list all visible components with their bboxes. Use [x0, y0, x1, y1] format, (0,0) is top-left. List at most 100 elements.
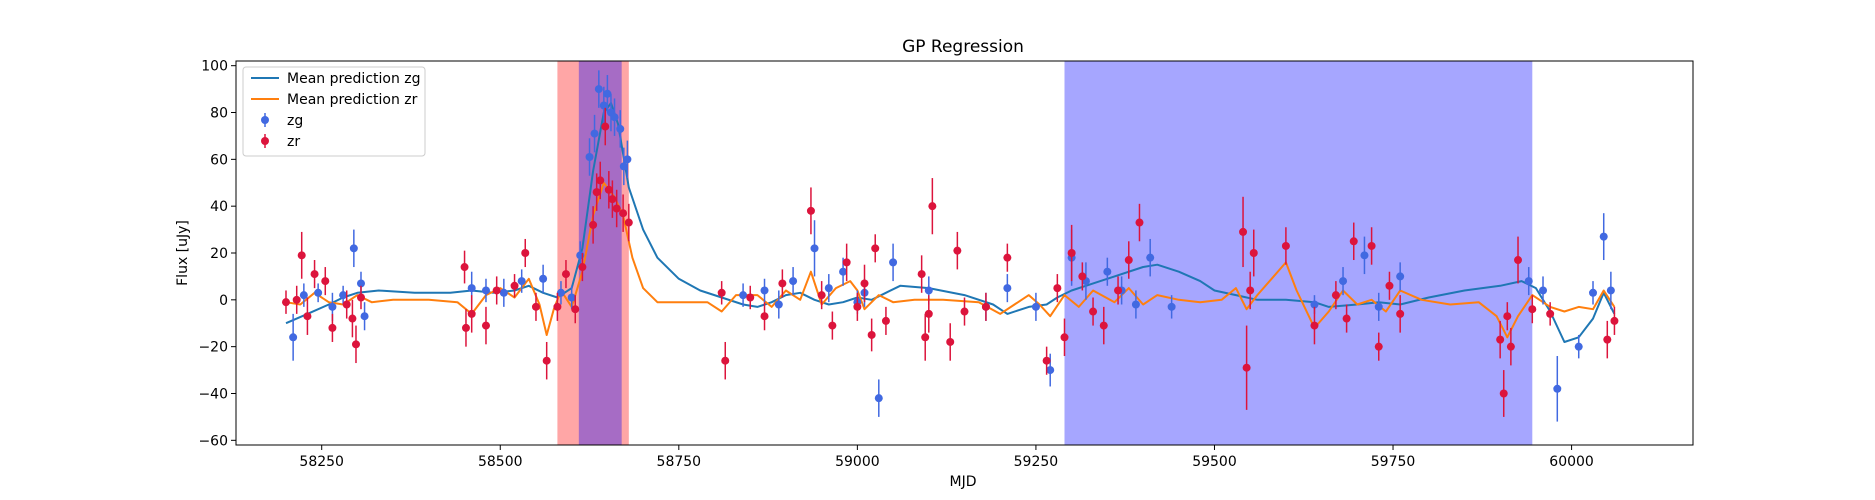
- data-point-zg: [1606, 286, 1615, 295]
- x-axis-label: MJD: [950, 474, 977, 490]
- x-tick-label: 59250: [1014, 454, 1059, 470]
- data-point-zr: [604, 185, 613, 194]
- data-point-zr: [281, 298, 290, 307]
- y-tick-label: −60: [198, 433, 228, 449]
- data-point-zr: [1496, 335, 1505, 344]
- data-point-zr: [601, 122, 610, 131]
- data-point-zr: [1514, 256, 1523, 265]
- data-point-zr: [521, 249, 530, 257]
- data-point-zr: [806, 206, 815, 215]
- data-point-zr: [1078, 272, 1087, 281]
- data-point-zr: [1603, 335, 1612, 344]
- data-point-zg: [481, 286, 490, 295]
- data-point-zr: [510, 281, 519, 290]
- data-point-zg: [1374, 302, 1383, 311]
- data-point-zr: [1281, 241, 1290, 250]
- data-point-zr: [1310, 321, 1319, 330]
- y-tick-label: 0: [219, 293, 228, 309]
- data-point-zr: [624, 218, 633, 227]
- data-point-zr: [1367, 241, 1376, 250]
- data-point-zr: [561, 270, 570, 279]
- legend-label-zg: zg: [287, 113, 303, 129]
- data-point-zg: [1167, 302, 1176, 311]
- legend-swatch-zr-marker: [261, 137, 269, 145]
- data-point-zg: [1396, 272, 1405, 281]
- data-point-zg: [1360, 251, 1369, 260]
- shaded-region-0: [557, 61, 629, 445]
- data-point-zr: [571, 305, 580, 314]
- data-point-zg: [1103, 267, 1112, 276]
- shaded-region-2: [1064, 61, 1533, 445]
- data-point-zg: [517, 277, 526, 286]
- data-point-zr: [1610, 316, 1619, 325]
- data-point-zr: [310, 270, 319, 279]
- chart-title: GP Regression: [902, 37, 1024, 57]
- data-point-zg: [760, 286, 769, 295]
- data-point-zr: [492, 286, 501, 295]
- data-point-zg: [1539, 286, 1548, 295]
- data-point-zg: [556, 288, 565, 297]
- data-point-zg: [824, 284, 833, 293]
- data-point-zg: [1553, 384, 1562, 393]
- data-point-zr: [953, 246, 962, 255]
- data-point-zg: [349, 244, 358, 253]
- data-point-zg: [1524, 277, 1533, 286]
- data-point-zr: [589, 220, 598, 229]
- data-point-zg: [314, 288, 323, 297]
- data-point-zr: [1374, 342, 1383, 351]
- data-point-zg: [590, 129, 599, 138]
- data-point-zr: [1342, 314, 1351, 323]
- data-point-zr: [1546, 309, 1555, 318]
- data-point-zr: [531, 302, 540, 311]
- data-point-zr: [460, 263, 469, 272]
- data-point-zg: [789, 277, 798, 286]
- data-point-zr: [1042, 356, 1051, 365]
- x-tick-label: 60000: [1549, 454, 1594, 470]
- data-point-zg: [924, 286, 933, 295]
- data-point-zr: [1089, 307, 1098, 316]
- y-tick-label: 40: [210, 199, 228, 215]
- data-point-zg: [594, 85, 603, 94]
- data-point-zg: [328, 302, 337, 311]
- data-point-zg: [567, 293, 576, 302]
- data-point-zg: [299, 291, 308, 300]
- data-point-zr: [553, 302, 562, 311]
- data-point-zr: [1242, 363, 1251, 372]
- data-point-zr: [481, 321, 490, 330]
- data-point-zr: [1003, 253, 1012, 262]
- data-point-zr: [746, 293, 755, 302]
- data-point-zg: [1003, 284, 1012, 293]
- data-point-zr: [778, 279, 787, 288]
- data-point-zr: [1396, 309, 1405, 318]
- y-axis: −60 −40 −20 0 20 40 60 80 100: [198, 59, 236, 449]
- y-tick-label: −20: [198, 340, 228, 356]
- data-point-zg: [1589, 288, 1598, 297]
- legend-box: [242, 66, 426, 157]
- data-point-zr: [328, 323, 337, 332]
- data-point-zg: [1031, 302, 1040, 311]
- data-point-zg: [599, 101, 608, 110]
- y-tick-label: 100: [201, 59, 228, 75]
- data-point-zr: [619, 209, 628, 218]
- data-point-zr: [321, 277, 330, 286]
- data-point-zr: [1099, 321, 1108, 330]
- data-point-zr: [981, 302, 990, 311]
- data-point-zr: [1349, 237, 1358, 246]
- x-tick-label: 59500: [1192, 454, 1237, 470]
- data-point-zr: [917, 270, 926, 279]
- legend-label-zg-line: Mean prediction zg: [287, 71, 421, 87]
- data-point-zr: [1135, 218, 1144, 227]
- data-point-zg: [1599, 232, 1608, 241]
- data-point-zr: [542, 356, 551, 365]
- data-point-zr: [1246, 286, 1255, 295]
- legend-swatch-zg-marker: [261, 116, 269, 124]
- data-point-zg: [1146, 253, 1155, 262]
- data-point-zr: [608, 195, 617, 204]
- data-point-zg: [603, 89, 612, 98]
- data-point-zr: [1385, 281, 1394, 290]
- data-point-zg: [610, 113, 619, 122]
- x-tick-label: 59750: [1371, 454, 1416, 470]
- data-point-zg: [339, 291, 348, 300]
- data-point-zr: [342, 300, 351, 309]
